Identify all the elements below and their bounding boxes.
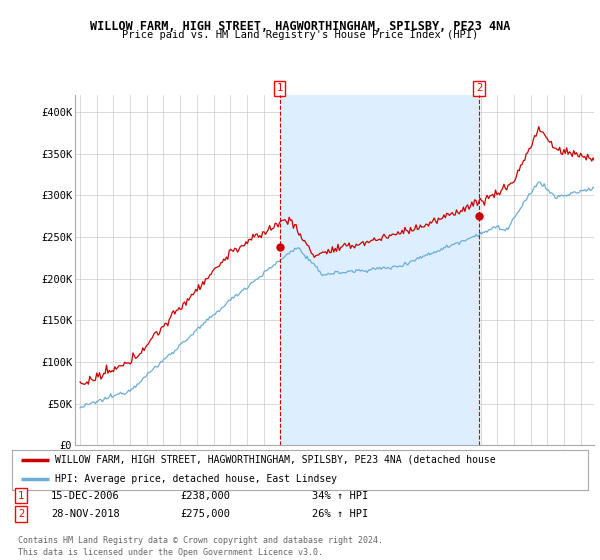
Text: 26% ↑ HPI: 26% ↑ HPI <box>312 509 368 519</box>
Text: Price paid vs. HM Land Registry's House Price Index (HPI): Price paid vs. HM Land Registry's House … <box>122 30 478 40</box>
Text: 15-DEC-2006: 15-DEC-2006 <box>51 491 120 501</box>
Bar <box>280 95 479 445</box>
Text: 2: 2 <box>18 509 24 519</box>
Text: 34% ↑ HPI: 34% ↑ HPI <box>312 491 368 501</box>
Text: 2: 2 <box>476 83 482 94</box>
Text: HPI: Average price, detached house, East Lindsey: HPI: Average price, detached house, East… <box>55 474 337 484</box>
Text: This data is licensed under the Open Government Licence v3.0.: This data is licensed under the Open Gov… <box>18 548 323 557</box>
Text: 1: 1 <box>277 83 283 94</box>
Text: WILLOW FARM, HIGH STREET, HAGWORTHINGHAM, SPILSBY, PE23 4NA: WILLOW FARM, HIGH STREET, HAGWORTHINGHAM… <box>90 20 510 32</box>
Text: 28-NOV-2018: 28-NOV-2018 <box>51 509 120 519</box>
Text: WILLOW FARM, HIGH STREET, HAGWORTHINGHAM, SPILSBY, PE23 4NA (detached house: WILLOW FARM, HIGH STREET, HAGWORTHINGHAM… <box>55 455 496 465</box>
Text: £238,000: £238,000 <box>180 491 230 501</box>
Text: 1: 1 <box>18 491 24 501</box>
Text: £275,000: £275,000 <box>180 509 230 519</box>
Text: Contains HM Land Registry data © Crown copyright and database right 2024.: Contains HM Land Registry data © Crown c… <box>18 536 383 545</box>
